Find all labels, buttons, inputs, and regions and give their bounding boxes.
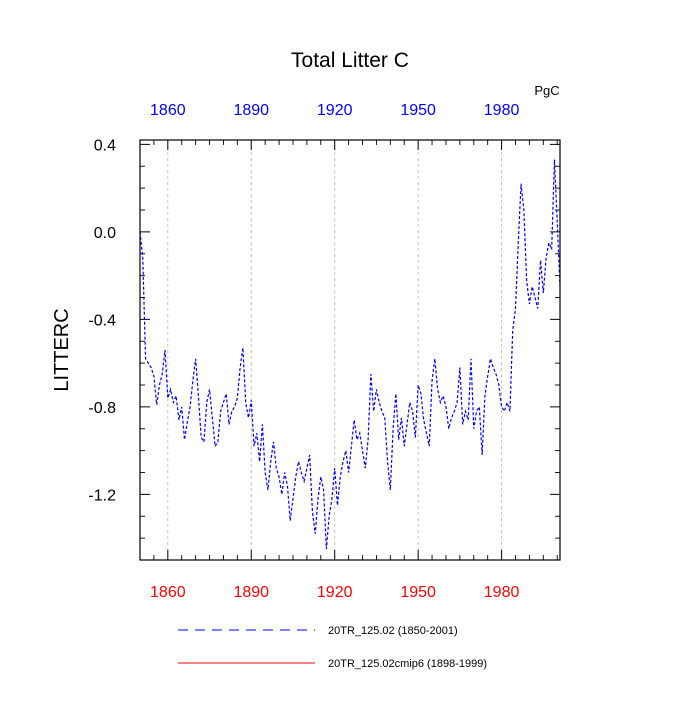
x-tick-label-top-1890: 1890 (233, 102, 269, 119)
x-tick-label-bottom-1980: 1980 (484, 584, 520, 601)
legend-label-0: 20TR_125.02 (1850-2001) (328, 625, 458, 637)
x-tick-label-top-1920: 1920 (317, 102, 353, 119)
x-tick-label-bottom-1860: 1860 (150, 584, 186, 601)
x-tick-label-bottom-1890: 1890 (233, 584, 269, 601)
y-axis-label: LITTERC (51, 308, 73, 391)
x-tick-label-top-1860: 1860 (150, 102, 186, 119)
x-tick-label-bottom-1950: 1950 (400, 584, 436, 601)
series-line-0 (139, 159, 561, 550)
x-tick-label-top-1950: 1950 (400, 102, 436, 119)
y-tick-label: -1.2 (88, 487, 116, 504)
units-label: PgC (534, 83, 559, 98)
chart-title: Total Litter C (291, 49, 409, 72)
plot-frame (139, 139, 561, 561)
legend: 20TR_125.02 (1850-2001) 20TR_125.02cmip6 … (178, 625, 487, 670)
plot-area: 1860 1860 1890 1890 1920 1920 1950 1950 1980 1980… (88, 102, 561, 601)
y-tick-label: -0.4 (88, 312, 116, 329)
x-tick-label-bottom-1920: 1920 (317, 584, 353, 601)
legend-label-1: 20TR_125.02cmip6 (1898-1999) (328, 658, 487, 670)
y-tick-label: -0.8 (88, 400, 116, 417)
y-tick-label: 0.4 (94, 137, 116, 154)
y-tick-label: 0.0 (94, 225, 116, 242)
x-tick-label-top-1980: 1980 (484, 102, 520, 119)
